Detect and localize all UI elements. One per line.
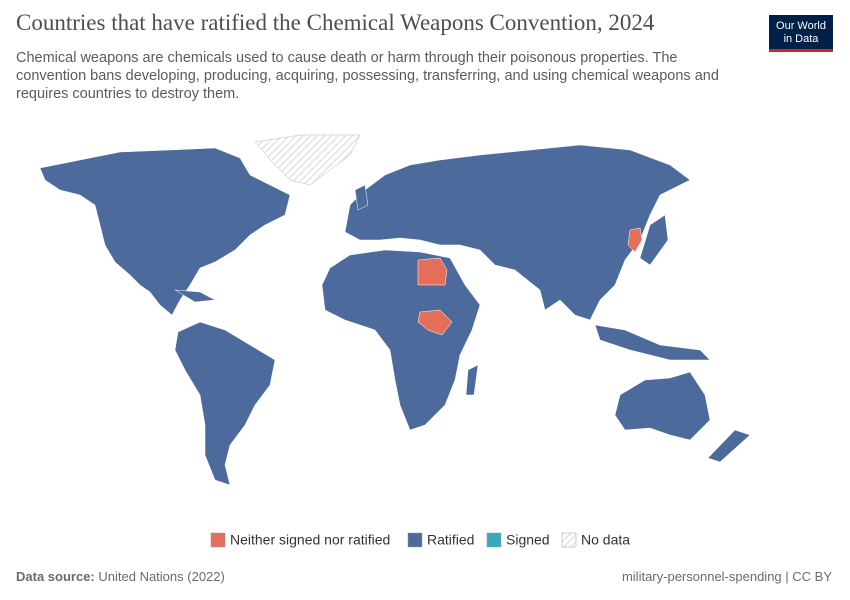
caribbean[interactable] xyxy=(174,289,216,303)
legend-label[interactable]: Signed xyxy=(506,532,550,548)
north-korea[interactable] xyxy=(627,227,643,253)
australia[interactable] xyxy=(614,371,711,441)
south-sudan[interactable] xyxy=(417,309,453,336)
japan[interactable] xyxy=(639,214,669,266)
legend-swatch[interactable] xyxy=(210,532,226,548)
subtitle: convention bans developing, producing, a… xyxy=(16,68,719,84)
legend-label[interactable]: Neither signed nor ratified xyxy=(230,532,390,548)
legend-swatch[interactable] xyxy=(407,532,423,548)
legend-swatch[interactable] xyxy=(486,532,502,548)
logo-text: Our World xyxy=(776,20,826,32)
subtitle: Chemical weapons are chemicals used to c… xyxy=(16,50,678,66)
source-label: Data source: xyxy=(16,569,95,584)
asia-islands[interactable] xyxy=(594,324,711,361)
new-zealand[interactable] xyxy=(707,429,751,463)
egypt[interactable] xyxy=(417,257,448,286)
map: Neither signed nor ratified Ratified Sig… xyxy=(39,134,751,548)
logo[interactable]: Our World in Data xyxy=(769,15,833,52)
source-text[interactable]: United Nations (2022) xyxy=(98,569,225,584)
title: Countries that have ratified the Chemica… xyxy=(16,10,655,35)
uk[interactable] xyxy=(354,184,369,211)
legend-swatch[interactable] xyxy=(561,532,577,548)
madagascar[interactable] xyxy=(465,364,479,396)
footer-right: military-personnel-spending | CC BY xyxy=(621,569,832,584)
subtitle: requires countries to destroy them. xyxy=(16,86,240,102)
legend-label[interactable]: No data xyxy=(581,532,630,548)
south-america[interactable] xyxy=(174,321,276,486)
legend: Neither signed nor ratified Ratified Sig… xyxy=(210,532,630,548)
north-america[interactable] xyxy=(39,147,291,316)
greenland[interactable] xyxy=(254,134,361,186)
logo-text: in Data xyxy=(783,33,819,45)
source: Data source: United Nations (2022) xyxy=(16,569,225,584)
eurasia[interactable] xyxy=(344,144,691,321)
legend-label[interactable]: Ratified xyxy=(427,532,474,548)
africa[interactable] xyxy=(321,249,481,431)
